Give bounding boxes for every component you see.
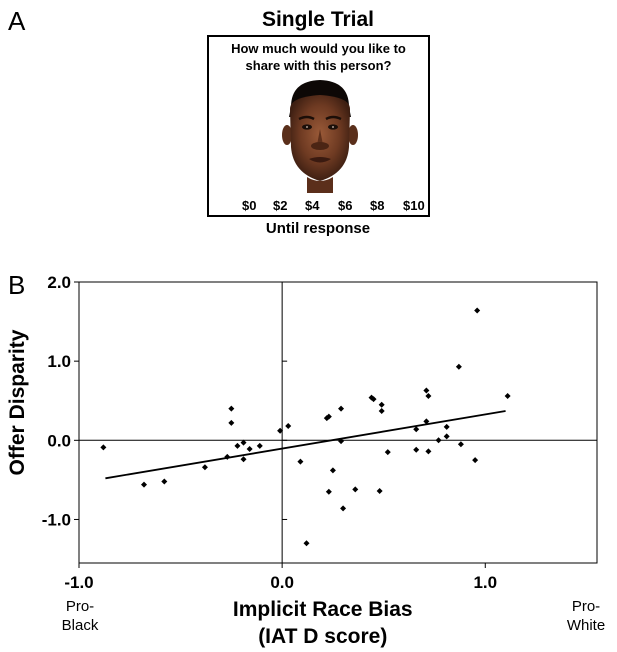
data-point <box>325 488 332 495</box>
y-tick-label: 1.0 <box>47 352 71 371</box>
data-point <box>224 453 231 460</box>
scale-label-2: $2 <box>273 198 288 213</box>
data-point <box>370 396 377 403</box>
panel-a-letter: A <box>8 6 26 36</box>
y-tick-label: 2.0 <box>47 273 71 292</box>
data-point <box>474 307 481 314</box>
data-point <box>303 540 310 547</box>
data-point <box>425 448 432 455</box>
data-point <box>325 413 332 420</box>
x-tick-label: 0.0 <box>270 573 294 592</box>
data-point <box>378 408 385 415</box>
data-point <box>234 442 241 449</box>
panel-b-letter: B <box>8 270 26 300</box>
x-axis-title-line: (IAT D score) <box>258 625 387 648</box>
x-tick-label: -1.0 <box>64 573 93 592</box>
data-point <box>285 423 292 430</box>
plot-frame <box>78 281 598 564</box>
data-point <box>413 426 420 433</box>
data-point <box>329 467 336 474</box>
scale-label-10: $10 <box>403 198 425 213</box>
data-point <box>228 405 235 412</box>
data-point <box>423 387 430 394</box>
trial-title: Single Trial <box>261 8 375 31</box>
anchor-pro-black: Pro- Black <box>50 597 110 635</box>
data-point <box>340 505 347 512</box>
data-point <box>435 437 442 444</box>
data-point <box>161 478 168 485</box>
x-axis-title-line: Implicit Race Bias <box>233 598 413 621</box>
anchor-pro-white-text: Pro- White <box>566 598 606 634</box>
data-point <box>277 427 284 434</box>
face-photo <box>282 80 358 193</box>
data-point <box>378 401 385 408</box>
data-point <box>376 487 383 494</box>
data-point <box>384 449 391 456</box>
data-point <box>256 442 263 449</box>
trial-caption: Until response <box>265 220 371 237</box>
data-point <box>457 441 464 448</box>
data-point <box>240 456 247 463</box>
scale-label-6: $6 <box>338 198 353 213</box>
data-point <box>352 486 359 493</box>
data-point <box>423 418 430 425</box>
data-point <box>141 481 148 488</box>
trial-stimulus-box: How much would you like to share with th… <box>207 35 430 217</box>
trial-question: How much would you like to share with th… <box>231 41 406 73</box>
data-point <box>246 446 253 453</box>
data-point <box>240 439 247 446</box>
scale-label-0: $0 <box>242 198 257 213</box>
y-axis-title: Offer Disparity <box>6 329 29 475</box>
anchor-pro-black-text: Pro- Black <box>61 598 99 634</box>
y-tick-label: -1.0 <box>42 510 71 529</box>
scale-label-8: $8 <box>370 198 385 213</box>
data-point <box>297 458 304 465</box>
data-point <box>443 433 450 440</box>
data-point <box>228 419 235 426</box>
data-point <box>201 464 208 471</box>
data-point <box>413 446 420 453</box>
data-point <box>100 444 107 451</box>
data-point <box>455 363 462 370</box>
y-tick-label: 0.0 <box>47 431 71 450</box>
data-point <box>338 405 345 412</box>
data-point <box>443 423 450 430</box>
x-tick-label: 1.0 <box>473 573 497 592</box>
data-point <box>425 392 432 399</box>
anchor-pro-white: Pro- White <box>558 597 614 635</box>
scale-label-4: $4 <box>305 198 320 213</box>
regression-line <box>105 410 506 480</box>
data-point <box>338 438 345 445</box>
data-point <box>472 457 479 464</box>
data-point <box>504 392 511 399</box>
